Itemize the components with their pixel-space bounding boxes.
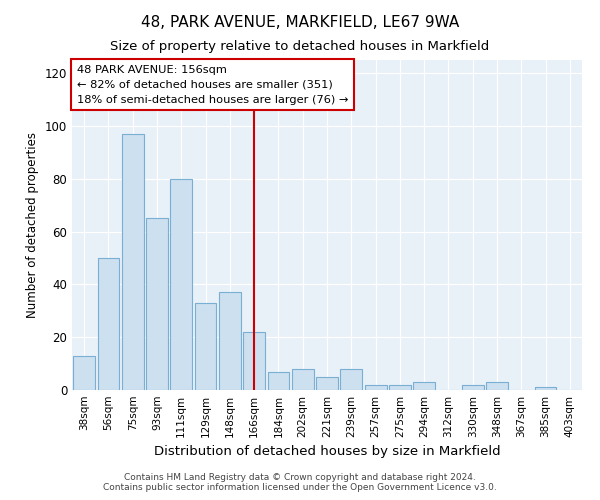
Bar	[316, 377, 338, 390]
Text: 48, PARK AVENUE, MARKFIELD, LE67 9WA: 48, PARK AVENUE, MARKFIELD, LE67 9WA	[141, 15, 459, 30]
Bar	[170, 179, 192, 390]
Bar	[73, 356, 95, 390]
Bar	[535, 388, 556, 390]
Bar	[97, 258, 119, 390]
Bar	[146, 218, 168, 390]
Bar	[389, 384, 411, 390]
X-axis label: Distribution of detached houses by size in Markfield: Distribution of detached houses by size …	[154, 446, 500, 458]
Bar	[122, 134, 143, 390]
Text: Size of property relative to detached houses in Markfield: Size of property relative to detached ho…	[110, 40, 490, 53]
Bar	[243, 332, 265, 390]
Bar	[194, 303, 217, 390]
Text: 48 PARK AVENUE: 156sqm
← 82% of detached houses are smaller (351)
18% of semi-de: 48 PARK AVENUE: 156sqm ← 82% of detached…	[77, 65, 349, 104]
Bar	[486, 382, 508, 390]
Y-axis label: Number of detached properties: Number of detached properties	[26, 132, 39, 318]
Bar	[219, 292, 241, 390]
Bar	[462, 384, 484, 390]
Bar	[292, 369, 314, 390]
Bar	[365, 384, 386, 390]
Bar	[268, 372, 289, 390]
Text: Contains HM Land Registry data © Crown copyright and database right 2024.
Contai: Contains HM Land Registry data © Crown c…	[103, 473, 497, 492]
Bar	[413, 382, 435, 390]
Bar	[340, 369, 362, 390]
